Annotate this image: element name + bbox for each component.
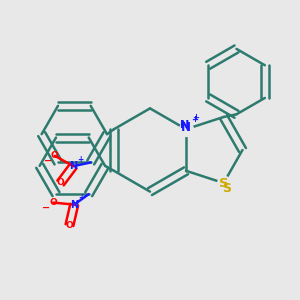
Text: O: O [50,198,57,207]
Text: N: N [181,121,191,134]
Text: O: O [66,220,74,230]
Text: O: O [57,178,64,188]
Text: −: − [44,156,52,166]
Text: +: + [191,115,199,124]
Text: +: + [192,113,200,122]
Text: S: S [222,182,231,196]
Text: −: − [42,202,50,213]
Text: O: O [51,151,59,160]
Text: +: + [78,193,84,202]
Text: S: S [219,176,228,190]
Text: N: N [180,120,190,130]
Text: N: N [70,200,78,210]
Text: +: + [77,155,83,164]
Text: N: N [69,161,77,171]
